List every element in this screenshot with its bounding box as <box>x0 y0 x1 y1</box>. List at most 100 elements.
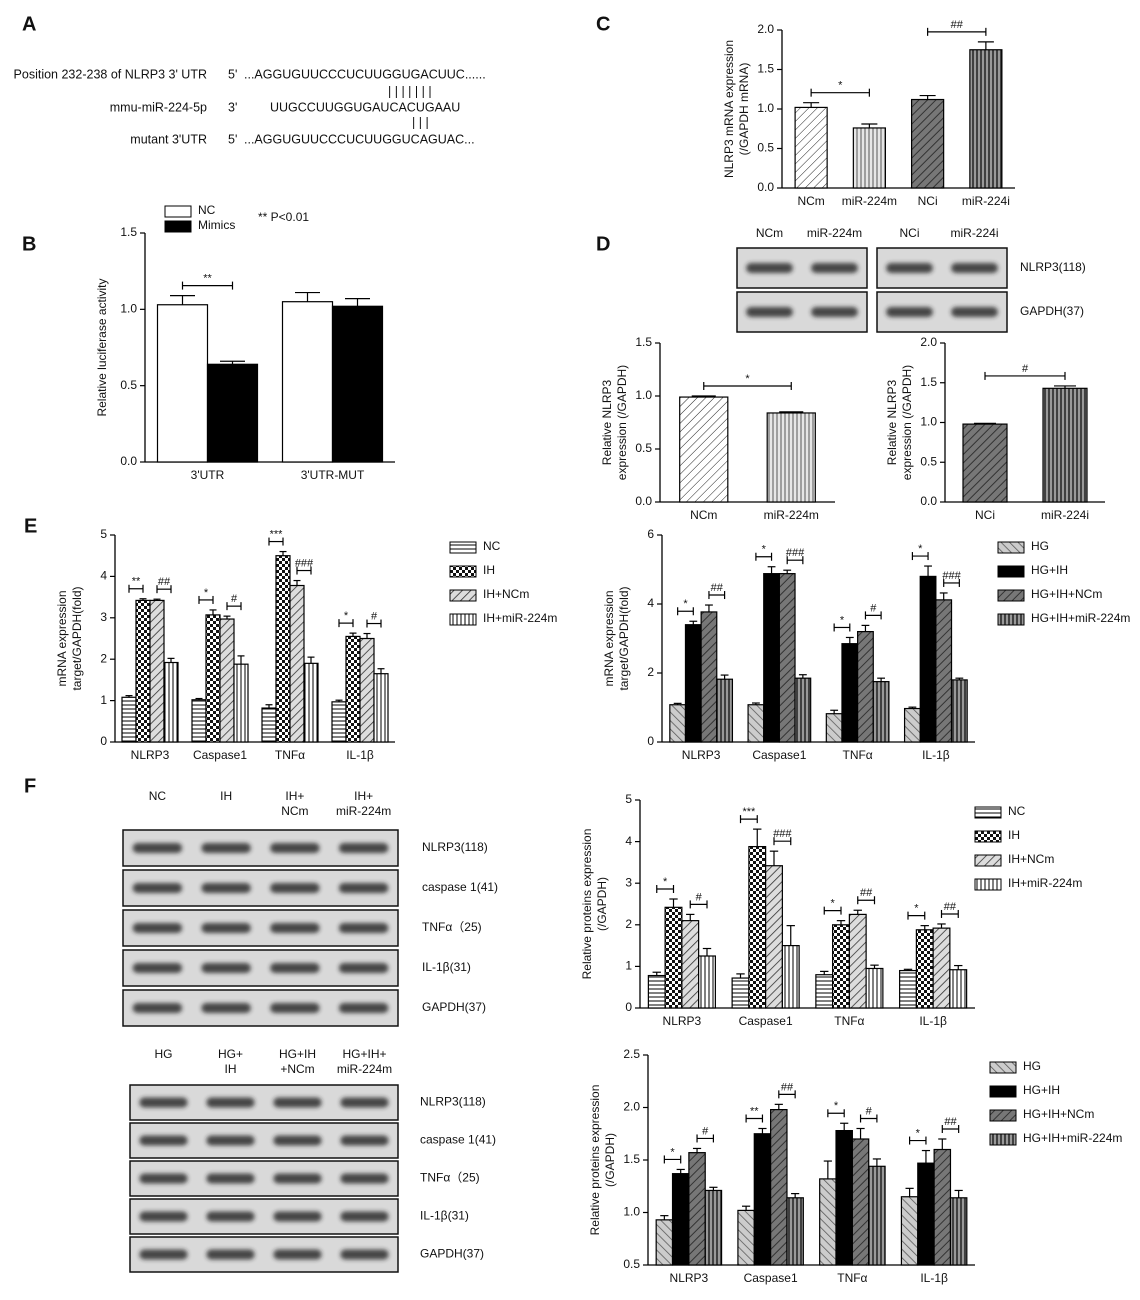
significance-label: ### <box>942 570 961 582</box>
x-tick-label: IL-1β <box>922 748 950 762</box>
significance-label: # <box>870 602 877 614</box>
blot-band <box>132 963 183 973</box>
x-tick-label: NCi <box>918 194 938 208</box>
band-label: NLRP3(118) <box>420 1095 486 1109</box>
annotation: ** P<0.01 <box>258 210 309 224</box>
y-tick-label: 1.5 <box>120 225 137 239</box>
blot-band <box>338 923 389 933</box>
lane-label: miR-224i <box>950 226 998 240</box>
bar <box>684 624 702 743</box>
significance-label: # <box>866 1105 873 1117</box>
y-tick-label: 0 <box>647 734 654 748</box>
band-label: TNFα（25) <box>420 1171 480 1185</box>
blot-band <box>201 1003 251 1013</box>
lane-label: NC <box>149 789 167 803</box>
bar <box>794 106 828 189</box>
y-tick-label: 4 <box>625 834 632 848</box>
y-axis-label: mRNA expression <box>602 590 616 686</box>
y-tick-label: 0.0 <box>635 494 652 508</box>
bar <box>919 575 937 743</box>
bar <box>868 1165 886 1266</box>
blot-band <box>139 1135 188 1146</box>
x-tick-label: NLRP3 <box>670 1271 709 1285</box>
legend-label: NC <box>198 203 216 217</box>
lane-label: miR-224m <box>807 226 862 240</box>
significance-label: * <box>838 80 843 92</box>
bar <box>935 599 953 743</box>
blot-band <box>132 883 183 893</box>
bar <box>819 1178 837 1266</box>
bar <box>669 704 687 743</box>
sequence: UUGCCUUGGUGAUCACUGAAU <box>270 100 460 114</box>
legend-label: IH+miR-224m <box>1008 876 1082 890</box>
bar <box>933 1148 952 1266</box>
blot-band <box>340 1173 389 1184</box>
bar <box>903 707 921 743</box>
bar <box>765 865 783 1009</box>
y-tick-label: 1.5 <box>757 62 774 76</box>
legend-swatch <box>997 541 1025 554</box>
significance-label: * <box>762 544 767 556</box>
blot-band <box>132 843 183 853</box>
bar <box>206 363 259 463</box>
blot-band <box>270 883 320 893</box>
bar <box>815 974 834 1009</box>
bar <box>753 1133 772 1266</box>
bar <box>1042 387 1088 503</box>
y-tick-label: 0 <box>625 1000 632 1014</box>
x-tick-label: NCi <box>975 508 995 522</box>
bar <box>770 1108 788 1266</box>
bar <box>655 1219 674 1266</box>
blot-band <box>270 843 320 853</box>
x-tick-label: TNFα <box>837 1271 867 1285</box>
lane-label: HG+ <box>218 1047 243 1061</box>
pairing: | | | <box>412 115 429 129</box>
sequence-name: mutant 3'UTR <box>130 132 207 146</box>
band-label: NLRP3(118) <box>1020 260 1086 274</box>
legend-label: HG+IH+NCm <box>1031 587 1102 601</box>
y-axis-label: target/GAPDH(fold) <box>70 586 84 690</box>
legend-swatch <box>974 806 1002 819</box>
blot-band <box>206 1249 255 1260</box>
bar <box>671 1173 690 1266</box>
y-tick-label: 1 <box>625 959 632 973</box>
significance-label: * <box>663 876 668 888</box>
y-tick-label: 3 <box>625 875 632 889</box>
y-tick-label: 1.0 <box>920 415 937 429</box>
legend-label: HG <box>1023 1059 1041 1073</box>
y-tick-label: 1.0 <box>757 101 774 115</box>
lane-label: IH+ <box>354 789 373 803</box>
band-label: IL-1β(31) <box>422 960 471 974</box>
lane-label: NCi <box>900 226 920 240</box>
x-tick-label: TNFα <box>842 748 872 762</box>
bar <box>303 662 319 743</box>
panel-label: A <box>22 13 36 35</box>
legend-swatch <box>989 1061 1017 1074</box>
blot-band <box>270 1003 320 1013</box>
legend-label: NC <box>1008 804 1026 818</box>
significance-label: * <box>204 587 209 599</box>
bar <box>781 944 800 1009</box>
panel-label: C <box>596 13 610 35</box>
y-tick-label: 0.5 <box>757 141 774 155</box>
blot-band <box>206 1097 255 1108</box>
legend-label: HG+IH+miR-224m <box>1031 611 1130 625</box>
blot-band <box>273 1135 322 1146</box>
x-tick-label: Caspase1 <box>752 748 806 762</box>
x-tick-label: NCm <box>690 508 717 522</box>
panel-label: F <box>24 775 36 797</box>
lane-label: NCm <box>756 226 783 240</box>
y-tick-label: 1.5 <box>920 375 937 389</box>
bar <box>949 1197 968 1266</box>
bar <box>135 599 151 743</box>
y-tick-label: 3 <box>100 610 107 624</box>
significance-label: * <box>344 610 349 622</box>
significance-label: ** <box>750 1105 759 1117</box>
y-axis-label: target/GAPDH(fold) <box>617 586 631 690</box>
blot-band <box>746 307 793 317</box>
significance-label: *** <box>270 528 284 540</box>
significance-label: * <box>834 1100 839 1112</box>
blot-band <box>951 307 998 317</box>
significance-label: ## <box>781 1081 794 1093</box>
